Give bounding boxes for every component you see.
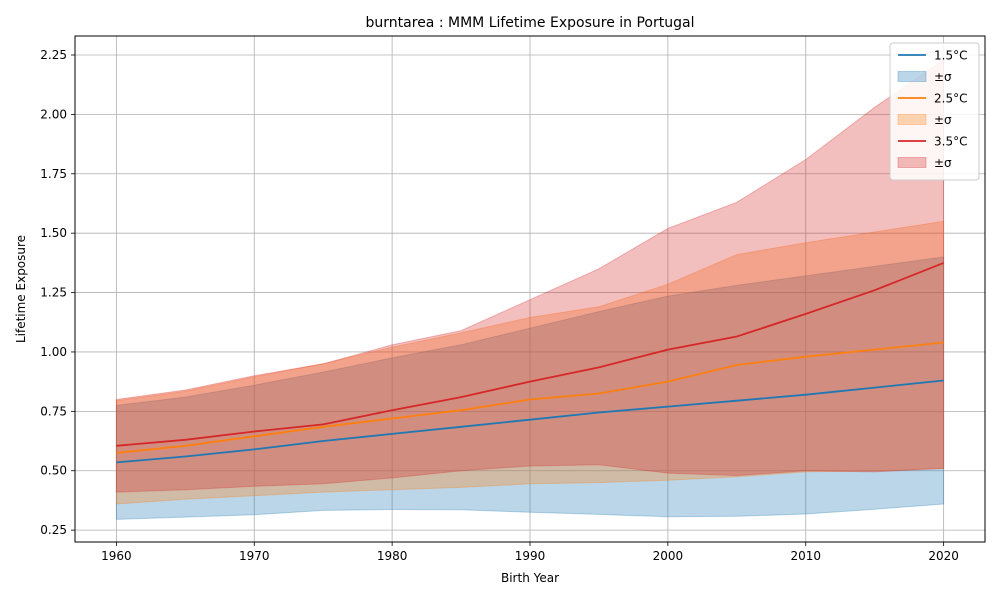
- legend-label: 2.5°C: [934, 92, 967, 106]
- y-tick-label: 0.25: [40, 523, 67, 537]
- x-tick-label: 2010: [790, 549, 821, 563]
- legend-band-swatch: [897, 71, 927, 82]
- series-line-1: [116, 379, 944, 464]
- y-tick-label: 1.00: [40, 345, 67, 359]
- y-tick-label: 1.75: [40, 167, 67, 181]
- x-axis-label: Birth Year: [501, 571, 559, 585]
- legend-label: ±σ: [934, 156, 952, 170]
- axis-ticks: 1960 1970 1980 1990 2000 2010 2020 0.25 0.50 0.75…: [40, 48, 959, 563]
- grid: [75, 36, 985, 542]
- series-lines: [116, 262, 944, 464]
- series-line-3: [116, 262, 944, 447]
- legend-label: 1.5°C: [934, 49, 967, 63]
- x-tick-label: 2000: [653, 549, 684, 563]
- legend-label: ±σ: [934, 70, 952, 84]
- y-tick-label: 0.75: [40, 404, 67, 418]
- y-tick-label: 0.50: [40, 464, 67, 478]
- x-tick-label: 1960: [101, 549, 132, 563]
- y-tick-label: 2.25: [40, 48, 67, 62]
- series-line-2: [116, 341, 944, 454]
- x-tick-label: 2020: [928, 549, 959, 563]
- bands: [115, 58, 945, 520]
- x-tick-label: 1970: [239, 549, 270, 563]
- band-2: [115, 220, 945, 505]
- band-1: [115, 256, 945, 520]
- y-tick-label: 1.25: [40, 286, 67, 300]
- legend-label: 3.5°C: [934, 135, 967, 149]
- y-tick-label: 2.00: [40, 107, 67, 121]
- legend-band-swatch: [897, 157, 927, 168]
- y-axis-label: Lifetime Exposure: [14, 235, 28, 343]
- x-tick-label: 1980: [377, 549, 408, 563]
- legend-band-swatch: [897, 114, 927, 125]
- legend-label: ±σ: [934, 113, 952, 127]
- legend-box: [889, 42, 980, 181]
- chart-title: burntarea : MMM Lifetime Exposure in Por…: [366, 15, 695, 31]
- band-3: [115, 58, 945, 493]
- y-tick-label: 1.50: [40, 226, 67, 240]
- x-tick-label: 1990: [515, 549, 546, 563]
- legend: 1.5°C ±σ 2.5°C ±σ 3.5°C ±σ: [889, 42, 980, 181]
